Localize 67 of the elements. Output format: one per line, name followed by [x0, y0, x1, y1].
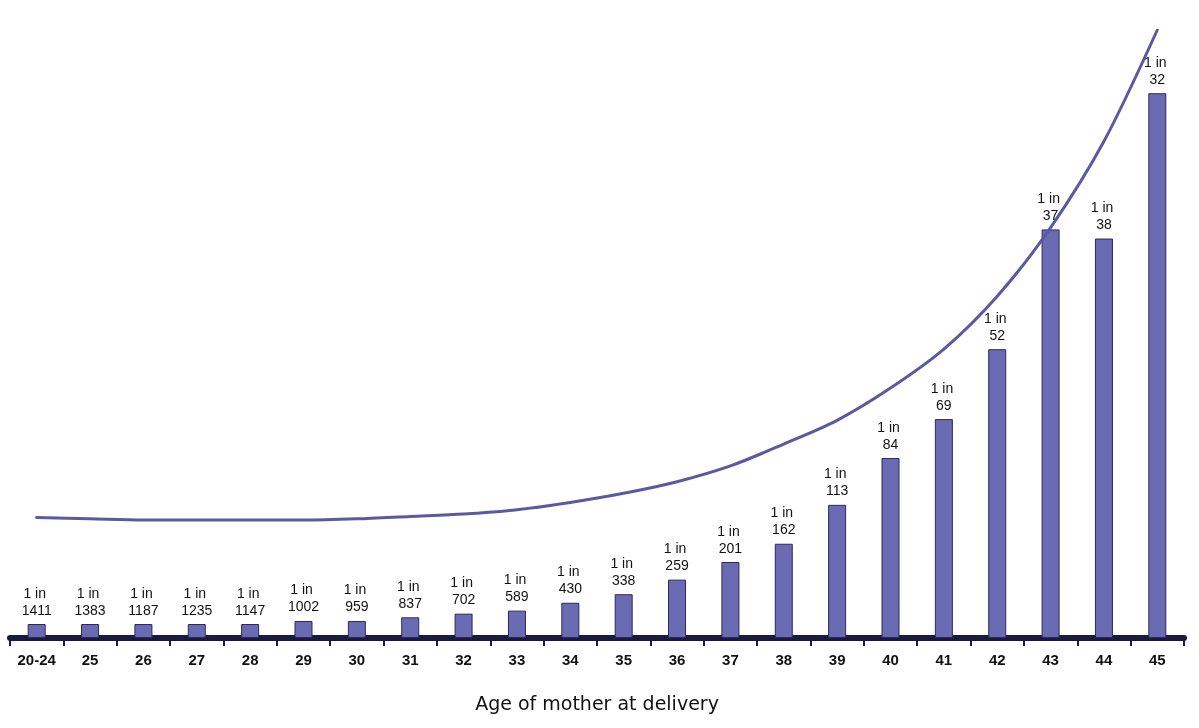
bar — [347, 620, 366, 638]
annotation: 1 in 1187 — [128, 584, 159, 618]
annotation: 1 in 69 — [930, 379, 958, 413]
bar — [721, 562, 740, 638]
annotation: 1 in 430 — [557, 563, 584, 597]
x-tick-label: 44 — [1095, 651, 1113, 668]
annotation: 1 in 1002 — [287, 581, 320, 615]
x-tick-label: 42 — [988, 651, 1006, 668]
x-tick-label: 28 — [241, 651, 259, 668]
bar — [934, 419, 953, 638]
annotation: 1 in 37 — [1037, 189, 1064, 223]
bar — [828, 504, 847, 638]
bar — [81, 624, 100, 638]
annotation: 1 in 959 — [343, 581, 371, 615]
x-tick-label: 37 — [722, 651, 739, 668]
x-tick-label: 26 — [135, 651, 152, 668]
x-tick-label: 30 — [348, 651, 366, 668]
x-tick-label: 39 — [828, 651, 846, 668]
annotation: 1 in 338 — [610, 554, 637, 588]
bar — [1094, 238, 1113, 638]
bar — [507, 610, 526, 638]
bar — [988, 349, 1007, 638]
bar — [454, 613, 473, 638]
bar — [241, 624, 260, 638]
x-tick-label: 40 — [882, 651, 899, 668]
annotation: 1 in 1411 — [21, 584, 52, 618]
bar — [1148, 93, 1167, 638]
annotation: 1 in 84 — [877, 418, 904, 452]
annotation: 1 in 1235 — [181, 584, 213, 618]
bar — [401, 617, 420, 638]
x-tick-label: 32 — [455, 651, 472, 668]
x-tick-label: 20-24 — [17, 651, 57, 668]
annotation: 1 in 837 — [396, 577, 424, 611]
annotation: 1 in 1147 — [235, 584, 266, 618]
bar — [27, 624, 46, 638]
annotation: 1 in 259 — [663, 540, 691, 574]
bar — [881, 458, 900, 638]
annotation: 1 in 52 — [983, 309, 1011, 343]
bar — [134, 624, 153, 638]
bar — [614, 594, 633, 638]
bar — [1041, 229, 1060, 638]
x-axis-title: Age of mother at delivery — [475, 691, 719, 714]
x-tick-label: 25 — [81, 651, 99, 668]
bar — [187, 624, 206, 638]
x-tick-label: 34 — [561, 651, 580, 668]
annotation: 1 in 589 — [503, 571, 531, 605]
annotation: 1 in 201 — [717, 522, 744, 556]
annotation: 1 in 1383 — [74, 584, 106, 618]
bar — [668, 579, 687, 638]
x-tick-label: 31 — [401, 651, 419, 668]
x-tick-label: 35 — [615, 651, 633, 668]
x-tick-label: 41 — [935, 651, 953, 668]
x-tick-label: 27 — [188, 651, 206, 668]
x-tick-label: 29 — [295, 651, 312, 668]
annotation: 1 in 38 — [1090, 199, 1118, 233]
annotation: 1 in 113 — [823, 465, 851, 499]
annotation: 1 in 702 — [450, 574, 477, 608]
bar — [561, 602, 580, 638]
x-tick-label: 45 — [1148, 651, 1166, 668]
x-tick-label: 36 — [668, 651, 686, 668]
annotation: 1 in 32 — [1144, 53, 1171, 87]
x-tick-label: 33 — [508, 651, 526, 668]
x-tick-label: 43 — [1042, 651, 1059, 668]
annotation: 1 in 162 — [770, 504, 798, 538]
bar — [774, 543, 793, 638]
bar — [294, 620, 313, 638]
x-tick-label: 38 — [775, 651, 793, 668]
